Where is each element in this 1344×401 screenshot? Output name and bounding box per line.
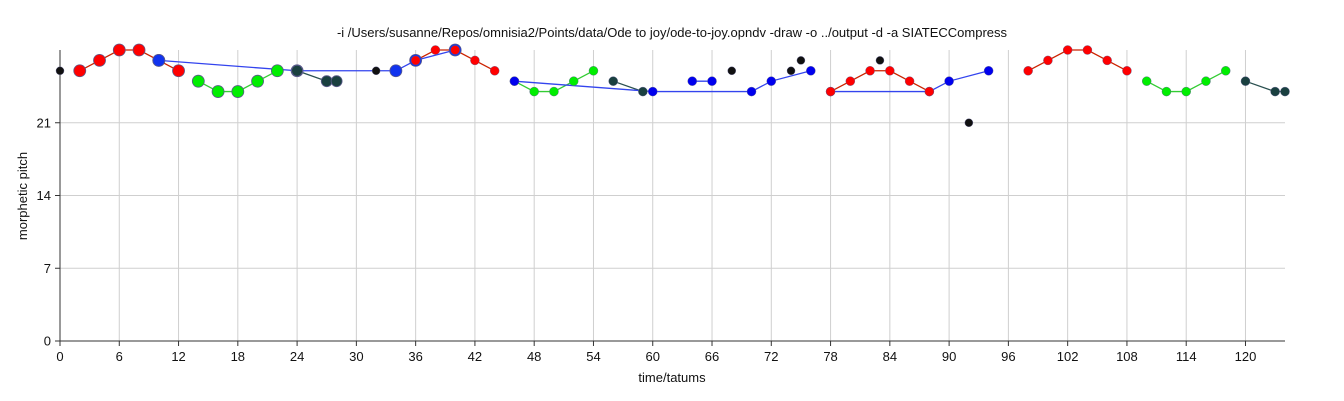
data-point xyxy=(1201,76,1211,86)
data-point xyxy=(191,74,205,88)
data-point xyxy=(93,53,106,67)
data-point xyxy=(172,64,185,78)
data-point xyxy=(251,74,264,88)
x-tick-label: 12 xyxy=(171,349,185,364)
y-axis-title: morphetic pitch xyxy=(15,152,30,240)
data-point xyxy=(152,53,166,67)
grid-lines xyxy=(60,50,1285,341)
y-tick-label: 7 xyxy=(44,261,51,276)
data-point xyxy=(648,86,658,97)
x-tick-label: 6 xyxy=(116,349,123,364)
data-point xyxy=(55,66,65,75)
data-point xyxy=(1161,86,1172,97)
data-point xyxy=(371,66,381,75)
data-point xyxy=(1102,55,1112,66)
x-tick-label: 90 xyxy=(942,349,956,364)
data-point xyxy=(638,86,648,97)
data-point xyxy=(885,66,895,76)
x-tick-label: 84 xyxy=(883,349,897,364)
x-tick-label: 120 xyxy=(1235,349,1257,364)
data-point xyxy=(569,76,579,86)
data-point xyxy=(806,66,816,76)
data-point xyxy=(1141,76,1152,86)
y-tick-label: 21 xyxy=(37,115,51,130)
data-point xyxy=(865,66,875,76)
data-point xyxy=(320,75,333,88)
data-point xyxy=(944,76,954,86)
x-tick-label: 54 xyxy=(586,349,600,364)
data-point xyxy=(1122,66,1132,76)
data-point xyxy=(1240,76,1251,86)
data-point xyxy=(608,76,618,86)
data-point xyxy=(330,75,343,88)
x-tick-label: 78 xyxy=(823,349,837,364)
series-line xyxy=(830,70,930,93)
x-tick-label: 114 xyxy=(1176,349,1197,364)
data-point xyxy=(875,56,885,65)
data-point xyxy=(924,86,935,97)
chart-title: -i /Users/susanne/Repos/omnisia2/Points/… xyxy=(337,25,1008,40)
data-point xyxy=(291,64,303,77)
y-tick-label: 0 xyxy=(44,334,51,349)
x-tick-label: 24 xyxy=(290,349,304,364)
data-point xyxy=(964,118,974,127)
data-point xyxy=(410,55,421,66)
data-point xyxy=(509,76,520,86)
x-tick-label: 30 xyxy=(349,349,363,364)
x-tick-label: 96 xyxy=(1001,349,1015,364)
data-point xyxy=(1280,86,1290,97)
data-point xyxy=(231,85,245,98)
series-line xyxy=(1027,49,1128,72)
x-tick-label: 18 xyxy=(231,349,245,364)
data-point xyxy=(687,76,697,86)
data-point xyxy=(588,66,599,76)
x-tick-label: 0 xyxy=(56,349,63,364)
data-point xyxy=(796,56,806,65)
data-point xyxy=(1023,66,1033,76)
axes xyxy=(55,50,1285,346)
data-point xyxy=(1082,45,1093,55)
data-point xyxy=(112,43,126,57)
x-axis-title: time/tatums xyxy=(638,370,706,385)
data-point xyxy=(1043,55,1053,66)
y-tick-labels: 0 7 14 21 xyxy=(37,115,51,348)
data-point xyxy=(489,66,500,76)
data-point xyxy=(132,43,146,57)
data-point xyxy=(389,64,403,78)
data-points xyxy=(55,43,1290,127)
data-point xyxy=(430,45,441,55)
data-point xyxy=(845,76,856,86)
x-tick-label: 42 xyxy=(468,349,482,364)
data-point xyxy=(1062,45,1073,55)
data-point xyxy=(904,76,915,86)
x-tick-label: 66 xyxy=(705,349,719,364)
x-tick-label: 36 xyxy=(408,349,422,364)
x-tick-labels: 0 6 12 18 24 30 36 42 48 54 60 66 72 78 84 90 96 102 108 11… xyxy=(56,349,1256,364)
data-point xyxy=(450,45,460,55)
data-point xyxy=(1221,66,1231,76)
data-point xyxy=(746,86,757,97)
data-point xyxy=(727,66,736,75)
data-point xyxy=(707,76,717,86)
data-point xyxy=(73,64,87,78)
x-tick-label: 48 xyxy=(527,349,541,364)
data-point xyxy=(529,86,539,97)
data-point xyxy=(983,66,994,76)
series-line xyxy=(830,70,989,93)
data-point xyxy=(1270,86,1280,97)
x-tick-label: 60 xyxy=(646,349,660,364)
x-tick-label: 108 xyxy=(1116,349,1138,364)
y-tick-label: 14 xyxy=(37,188,51,203)
data-point xyxy=(549,86,559,97)
data-point xyxy=(786,66,796,75)
data-point xyxy=(766,76,776,86)
data-point xyxy=(270,64,284,78)
data-point xyxy=(470,55,480,66)
data-point xyxy=(211,85,225,98)
data-point xyxy=(825,86,836,97)
x-tick-label: 102 xyxy=(1057,349,1079,364)
data-point xyxy=(1181,86,1191,97)
x-tick-label: 72 xyxy=(764,349,778,364)
